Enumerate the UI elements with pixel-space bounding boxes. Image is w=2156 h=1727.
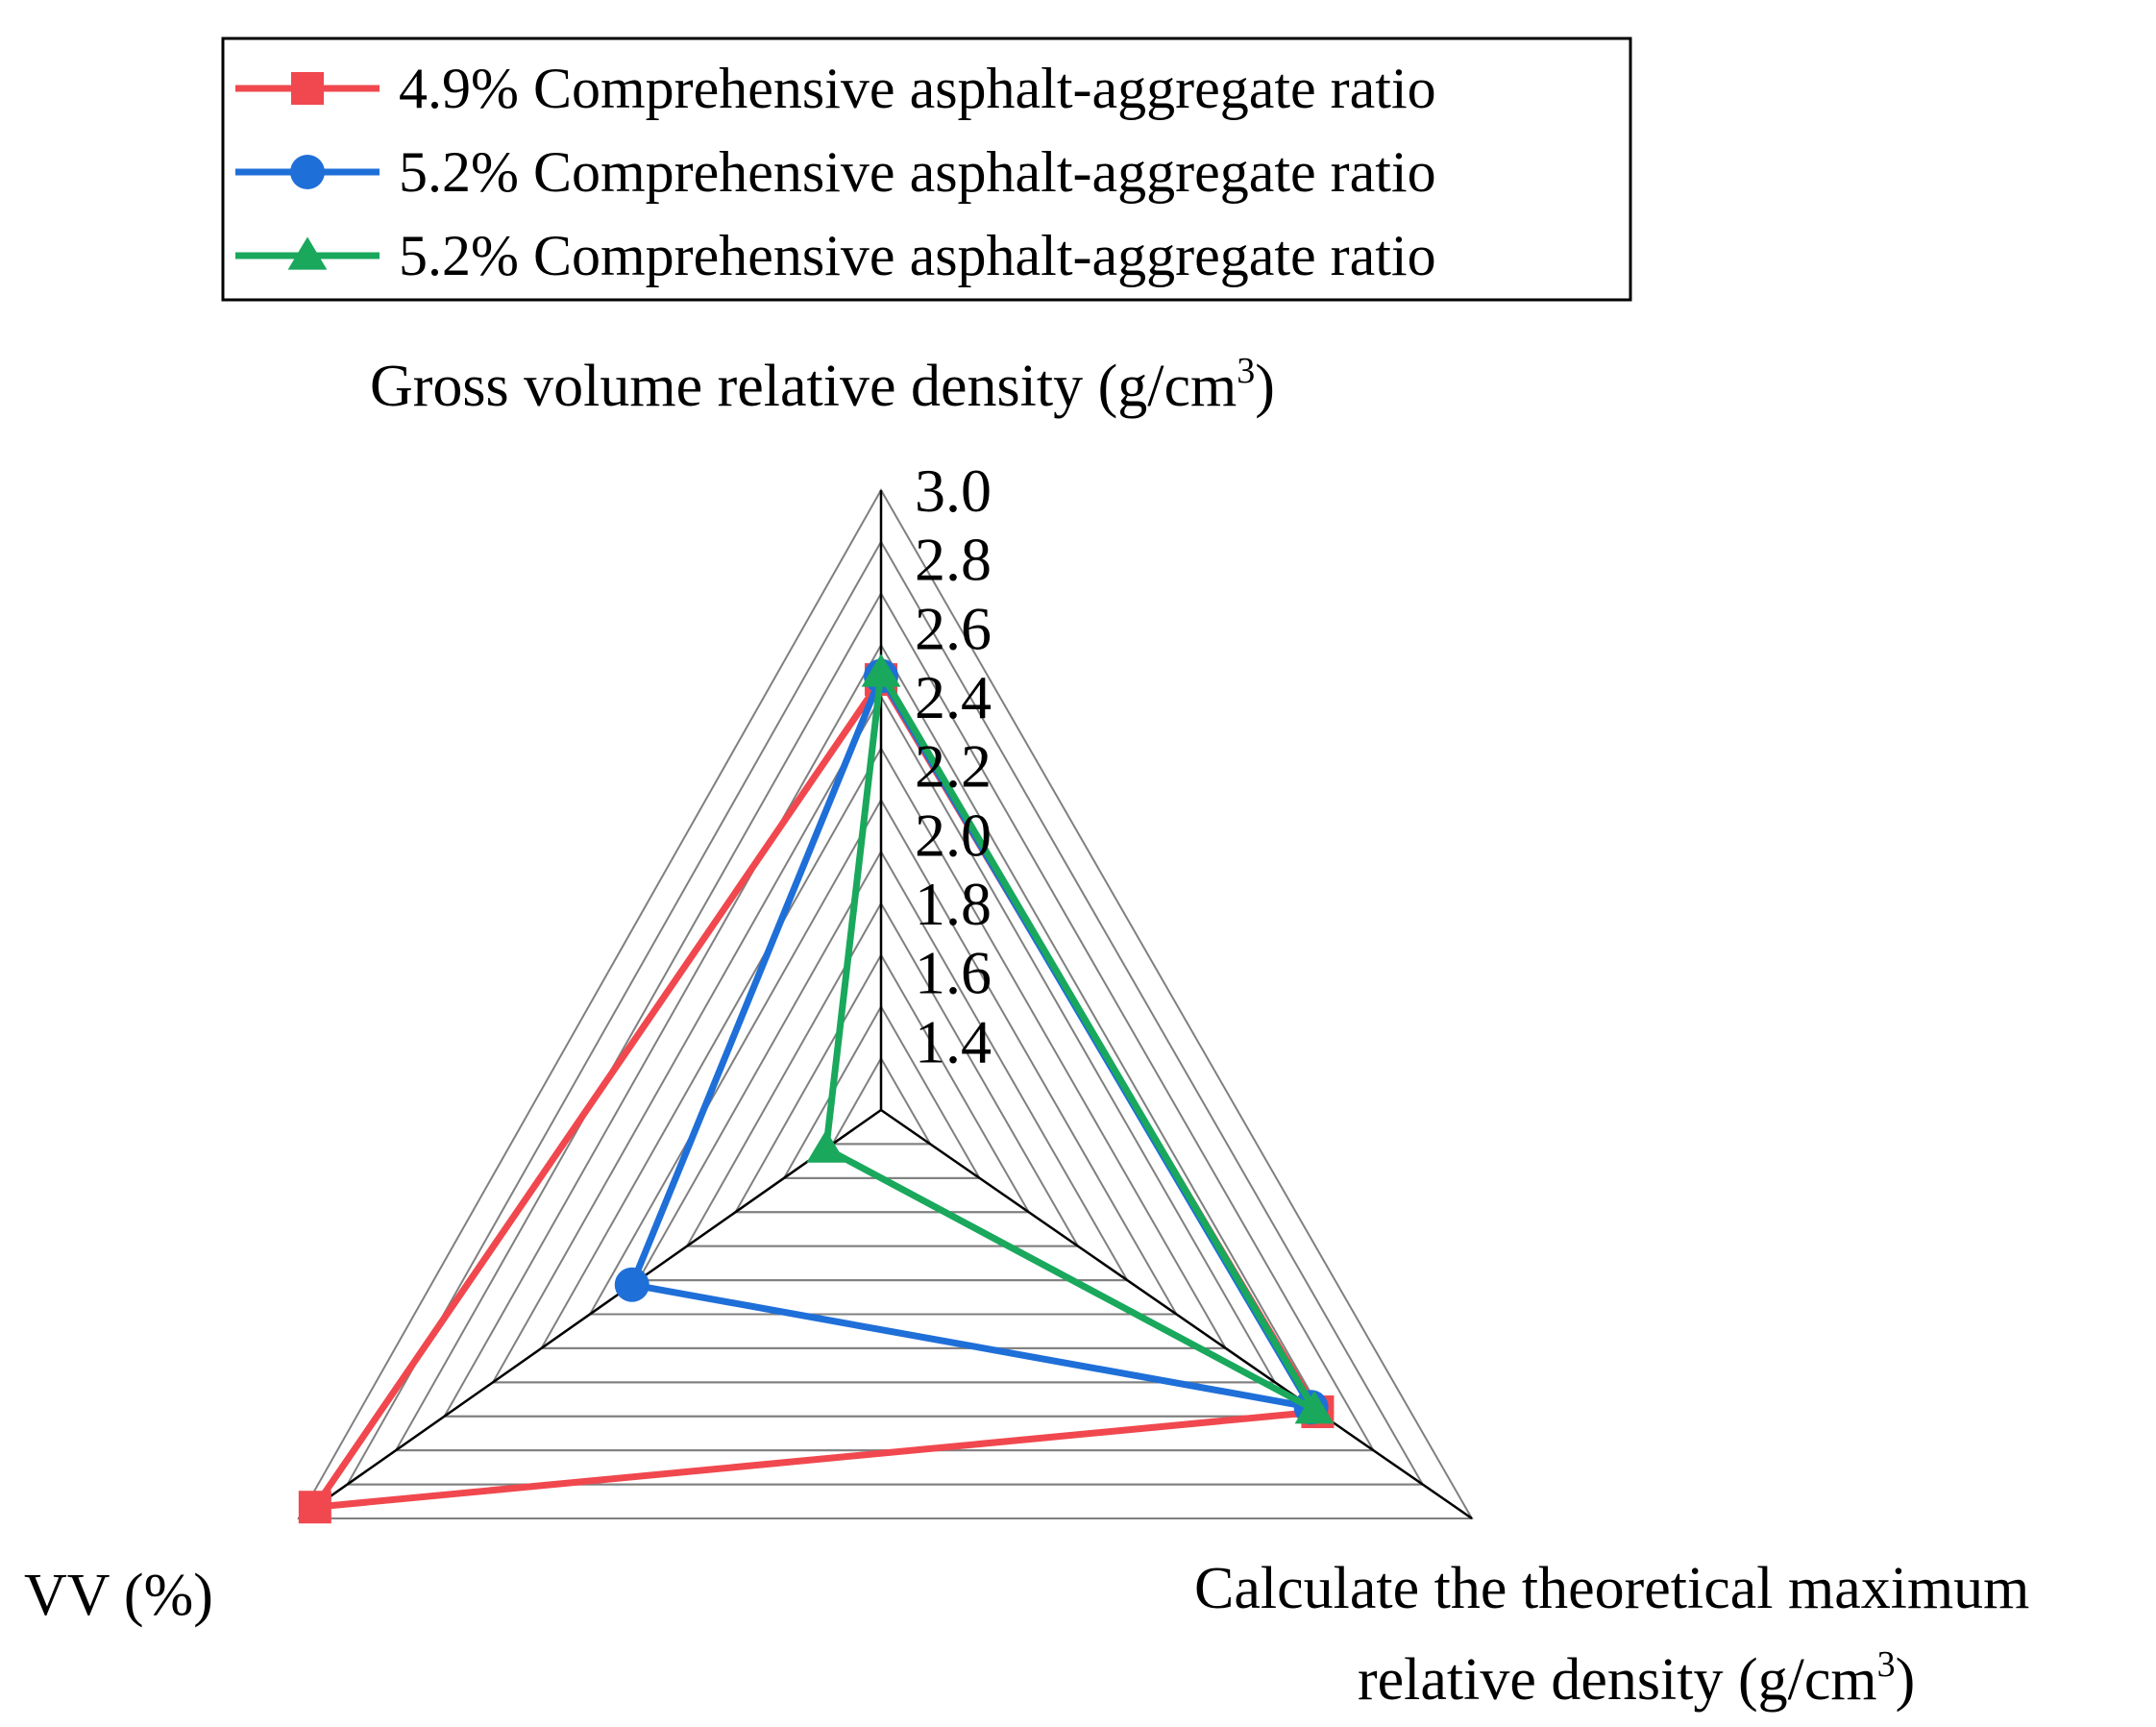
tick-label: 2.4: [915, 663, 992, 731]
legend-item-1: 5.2% Comprehensive asphalt-aggregate rat…: [235, 140, 1436, 204]
legend-marker-square: [291, 72, 324, 105]
tick-labels: 1.41.61.82.02.22.42.62.83.0: [915, 456, 992, 1075]
tick-label: 2.2: [915, 732, 992, 801]
tick-label: 1.8: [915, 870, 992, 938]
radar-series: [298, 654, 1335, 1524]
legend-marker-triangle: [287, 236, 328, 270]
tick-label: 1.6: [915, 939, 992, 1007]
axis-title-gross: Gross volume relative density (g/cm3): [370, 351, 1275, 419]
data-point-vv-0: [298, 1491, 331, 1524]
grid-ring: [636, 850, 1129, 1282]
axis-spoke-theoretical: [880, 1108, 1473, 1520]
axis-spoke-vv: [298, 1108, 882, 1520]
tick-label: 2.8: [915, 526, 992, 594]
legend-box: [221, 37, 1632, 302]
data-point-theoretical-2: [1294, 1391, 1335, 1424]
legend-label: 4.9% Comprehensive asphalt-aggregate rat…: [399, 57, 1436, 120]
legend-marker-circle: [290, 155, 325, 189]
axis-title-theoretical-line1: Calculate the theoretical maximum: [1194, 1556, 2029, 1621]
tick-label: 2.0: [915, 801, 992, 869]
legend-item-2: 5.2% Comprehensive asphalt-aggregate rat…: [235, 224, 1436, 287]
legend-label: 5.2% Comprehensive asphalt-aggregate rat…: [399, 140, 1436, 204]
legend-label: 5.2% Comprehensive asphalt-aggregate rat…: [399, 224, 1436, 287]
legend-item-0: 4.9% Comprehensive asphalt-aggregate rat…: [235, 57, 1436, 120]
series-0: [298, 663, 1335, 1524]
series-line-2: [822, 662, 1324, 1419]
tick-label: 1.4: [915, 1007, 992, 1075]
axis-title-vv: VV (%): [24, 1563, 213, 1628]
grid-ring: [394, 591, 1376, 1452]
radar-axes: [298, 490, 1473, 1520]
data-point-gross-2: [861, 654, 901, 687]
data-point-vv-2: [806, 1129, 846, 1163]
axis-title-theoretical-line2: relative density (g/cm3): [1358, 1644, 1915, 1713]
tick-label: 3.0: [915, 456, 992, 525]
data-point-vv-1: [614, 1267, 649, 1302]
tick-label: 2.6: [915, 594, 992, 662]
legend: 4.9% Comprehensive asphalt-aggregate rat…: [221, 37, 1632, 302]
series-2: [806, 654, 1335, 1424]
radar-grid: [297, 487, 1474, 1519]
